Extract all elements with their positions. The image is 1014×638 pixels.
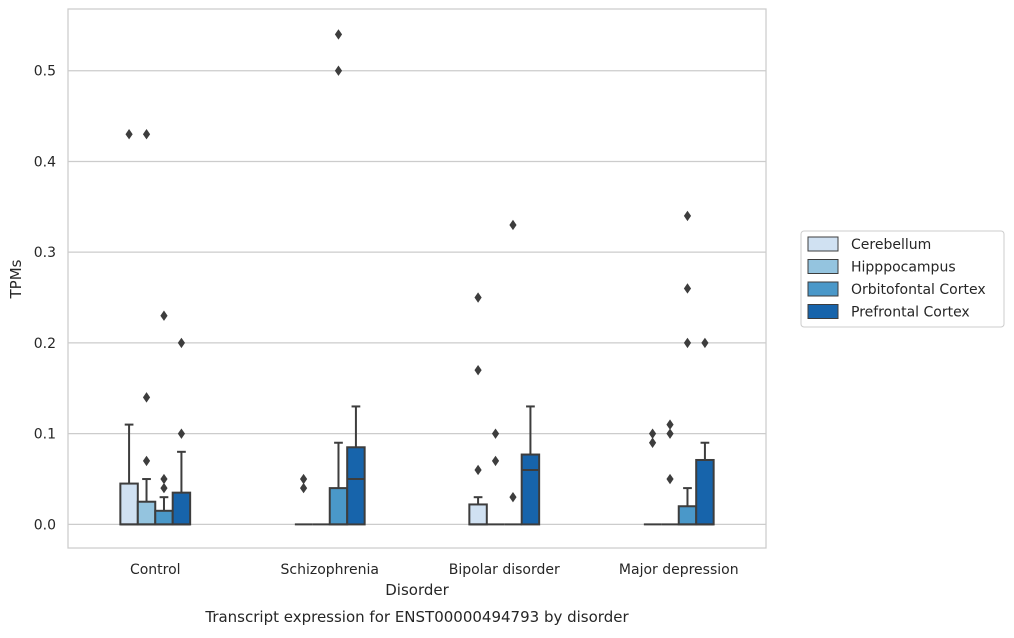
legend-label: Prefrontal Cortex [851,305,970,321]
box [136,500,157,526]
legend: Cerebellum Hipppocampus Orbitofontal Corte… [800,230,1005,328]
box [119,482,139,526]
outlier-point [509,491,517,503]
x-tick-label: Control [130,562,181,578]
y-axis-label: TPMs [7,259,25,299]
outlier-point [142,392,151,403]
x-tick-label: Schizophrenia [281,562,379,578]
y-tick-label: 0.3 [34,245,56,261]
outlier-point [648,437,657,448]
x-tick-label: Major depression [619,562,739,578]
outlier-point [334,65,343,76]
legend-swatch [807,259,839,274]
outlier-point [701,337,709,349]
outlier-point [177,337,186,349]
legend-frame [800,230,1005,328]
plot-area [67,8,767,549]
outlier-point [177,428,186,439]
box [695,458,715,526]
outlier-point [474,364,482,376]
outlier-point [491,428,500,439]
y-tick-label: 0.1 [34,427,56,443]
legend-label: Cerebellum [851,237,931,253]
box [346,446,366,526]
box [328,487,349,526]
outlier-point [334,29,343,40]
box [677,505,698,526]
outlier-point [666,428,674,439]
outlier-point [125,129,133,140]
box [468,503,488,526]
y-axis-ticks: 0.0 0.1 0.2 0.3 0.4 0.5 [34,64,56,534]
outlier-point [509,219,517,231]
outlier-point [474,464,482,476]
outlier-point [648,428,657,439]
chart-caption: Transcript expression for ENST0000049479… [204,608,629,626]
x-axis-ticks: Control Schizophrenia Bipolar disorder Majo… [130,562,739,578]
y-tick-label: 0.0 [34,517,56,533]
y-tick-label: 0.5 [34,64,56,80]
y-tick-label: 0.2 [34,336,56,352]
legend-swatch [807,281,839,297]
legend-label: Hipppocampus [851,260,956,276]
outlier-point [491,455,500,467]
box [520,453,541,526]
outlier-point [666,473,674,485]
outlier-point [666,419,674,430]
x-tick-label: Bipolar disorder [449,562,560,578]
outlier-point [683,337,692,349]
outlier-point [142,129,151,140]
outlier-point [160,482,168,494]
legend-swatch [807,304,839,319]
outlier-point [299,473,308,485]
boxes [119,29,715,526]
x-axis-label: Disorder [385,581,449,599]
legend-label: Orbitofontal Cortex [851,282,986,298]
outlier-point [683,210,692,222]
box [154,509,174,526]
outlier-point [299,482,308,494]
legend-swatch [807,236,839,252]
outlier-point [160,473,168,485]
outlier-point [160,310,168,321]
outlier-point [142,455,151,467]
outlier-point [683,283,692,294]
y-tick-label: 0.4 [34,154,56,170]
box [171,491,192,526]
outlier-point [474,292,482,303]
